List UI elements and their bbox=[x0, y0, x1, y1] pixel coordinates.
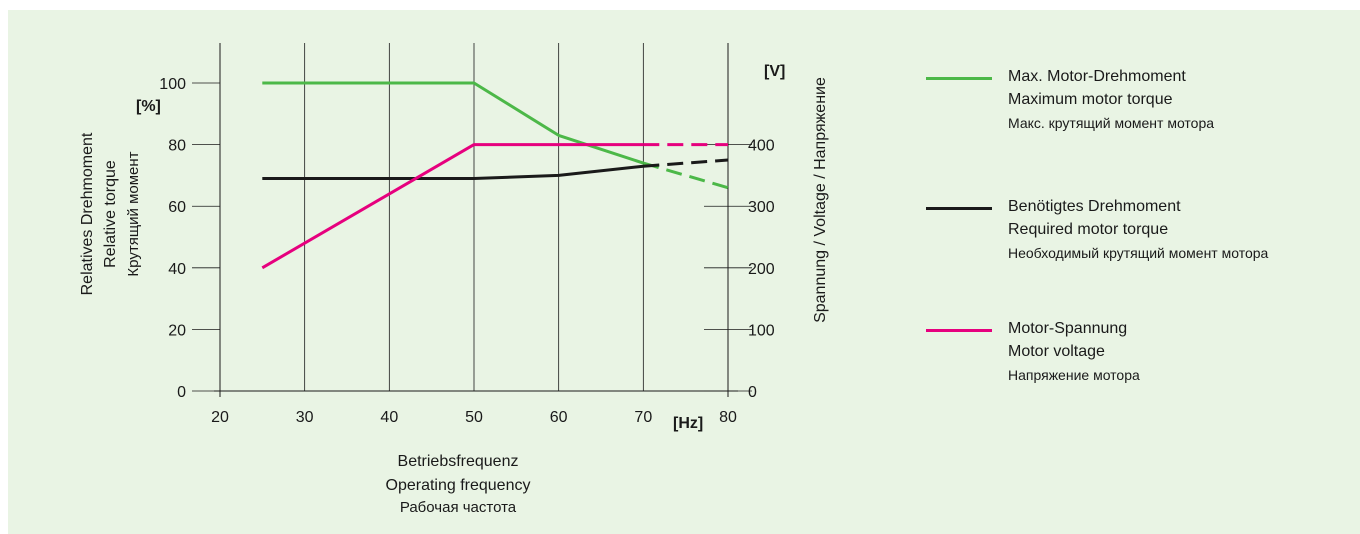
y-axis-label-left: Relative torque bbox=[102, 160, 119, 268]
series-line-dashed-0 bbox=[642, 161, 729, 190]
chart-panel: 0 20 40 60 80 100 0 100 200 300 400 20 30 40 50 60 70 80 [… bbox=[8, 10, 1360, 534]
y-tick-label-left: 80 bbox=[168, 138, 186, 155]
y-tick-label-left: 20 bbox=[168, 322, 186, 339]
legend-swatch-motor-voltage bbox=[926, 329, 992, 332]
x-unit: [Hz] bbox=[673, 415, 703, 432]
y-tick-label-left: 100 bbox=[159, 76, 186, 93]
legend-label-ru: Макс. крутящий момент мотора bbox=[1008, 115, 1215, 131]
legend-label-en: Motor voltage bbox=[1008, 343, 1105, 360]
legend-label-de: Motor-Spannung bbox=[1008, 320, 1128, 337]
legend-swatch-max-torque bbox=[926, 77, 992, 80]
series-line-2 bbox=[261, 143, 644, 270]
y-axis-label-left: Relatives Drehmoment bbox=[79, 132, 96, 295]
legend-label-ru: Необходимый крутящий момент мотора bbox=[1008, 245, 1269, 261]
y-tick-label-right: 100 bbox=[748, 322, 775, 339]
legend-label-de: Benötigtes Drehmoment bbox=[1008, 198, 1181, 215]
y-axis-label-right: Spannung / Voltage / Напряжение bbox=[812, 77, 829, 323]
x-axis-label: Betriebsfrequenz bbox=[398, 453, 519, 470]
y-tick-label-right: 200 bbox=[748, 261, 775, 278]
series-line-1 bbox=[262, 164, 644, 180]
legend-label-en: Maximum motor torque bbox=[1008, 91, 1173, 108]
x-tick-label: 30 bbox=[296, 409, 314, 426]
legend-swatch-required-torque bbox=[926, 207, 992, 210]
y-tick-label-right: 400 bbox=[748, 138, 775, 155]
x-tick-label: 80 bbox=[719, 409, 737, 426]
y-tick-label-left: 60 bbox=[168, 199, 186, 216]
y-tick-label-left: 0 bbox=[177, 384, 186, 401]
x-axis-label: Рабочая частота bbox=[400, 499, 517, 516]
y-unit-right: [V] bbox=[764, 63, 785, 80]
x-tick-label: 70 bbox=[634, 409, 652, 426]
legend-label-en: Required motor torque bbox=[1008, 221, 1169, 238]
x-axis-label: Operating frequency bbox=[386, 477, 531, 494]
x-tick-label: 50 bbox=[465, 409, 483, 426]
series-line-0 bbox=[262, 81, 644, 165]
legend-label-ru: Напряжение мотора bbox=[1008, 367, 1140, 383]
x-tick-label: 20 bbox=[211, 409, 229, 426]
y-unit-left: [%] bbox=[136, 98, 161, 115]
y-tick-label-right: 300 bbox=[748, 199, 775, 216]
y-tick-label-left: 40 bbox=[168, 261, 186, 278]
series-line-dashed-1 bbox=[643, 158, 729, 168]
torque-chart: 0 20 40 60 80 100 0 100 200 300 400 20 30 40 50 60 70 80 [… bbox=[79, 43, 829, 516]
legend-label-de: Max. Motor-Drehmoment bbox=[1008, 68, 1186, 85]
y-axis-label-left: Крутящий момент bbox=[125, 151, 142, 276]
y-tick-label-right: 0 bbox=[748, 384, 757, 401]
x-tick-label: 40 bbox=[380, 409, 398, 426]
x-tick-label: 60 bbox=[550, 409, 568, 426]
